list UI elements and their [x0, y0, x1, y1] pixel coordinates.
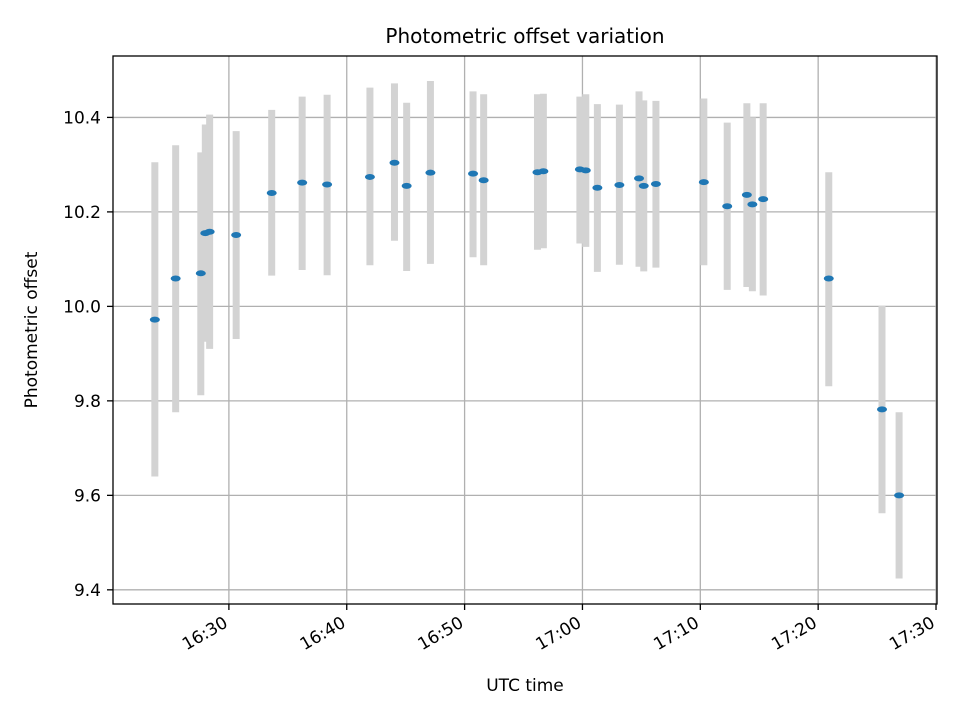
data-point	[592, 184, 603, 191]
data-point	[425, 169, 436, 176]
y-tick-label: 10.0	[63, 297, 101, 317]
data-point	[638, 182, 649, 189]
data-point	[266, 190, 277, 196]
data-point	[538, 168, 549, 175]
y-tick-label: 10.2	[63, 203, 101, 223]
y-axis-label: Photometric offset	[22, 251, 42, 408]
y-tick-label: 10.4	[63, 108, 101, 128]
y-axis-ticks: 9.4 9.6 9.8 10.0 10.2 10.4	[63, 108, 113, 601]
data-point	[894, 492, 905, 499]
data-point	[149, 316, 160, 323]
data-point	[389, 159, 400, 166]
data-point	[231, 232, 242, 239]
data-point	[364, 173, 375, 180]
data-point	[614, 181, 625, 188]
data-point	[170, 275, 181, 282]
data-point	[297, 179, 308, 186]
chart-title: Photometric offset variation	[385, 24, 664, 48]
data-point	[322, 181, 333, 188]
data-point	[468, 170, 479, 177]
y-tick-label: 9.4	[74, 581, 101, 601]
grid-lines	[113, 56, 937, 604]
data-point	[758, 196, 769, 203]
data-point	[877, 406, 888, 413]
data-point	[747, 201, 758, 208]
data-point	[741, 191, 752, 198]
data-point	[195, 270, 206, 277]
data-point	[722, 203, 733, 210]
y-tick-label: 9.8	[74, 392, 101, 412]
data-point	[478, 177, 489, 184]
data-point	[698, 179, 709, 186]
y-tick-label: 9.6	[74, 486, 101, 506]
data-point	[401, 182, 412, 189]
plot-frame	[112, 55, 938, 605]
x-axis-label: UTC time	[486, 676, 564, 696]
data-points	[149, 159, 905, 499]
data-point	[634, 175, 645, 182]
data-point	[650, 181, 661, 188]
data-point	[823, 275, 834, 282]
data-point	[580, 167, 591, 174]
data-point	[204, 228, 215, 235]
